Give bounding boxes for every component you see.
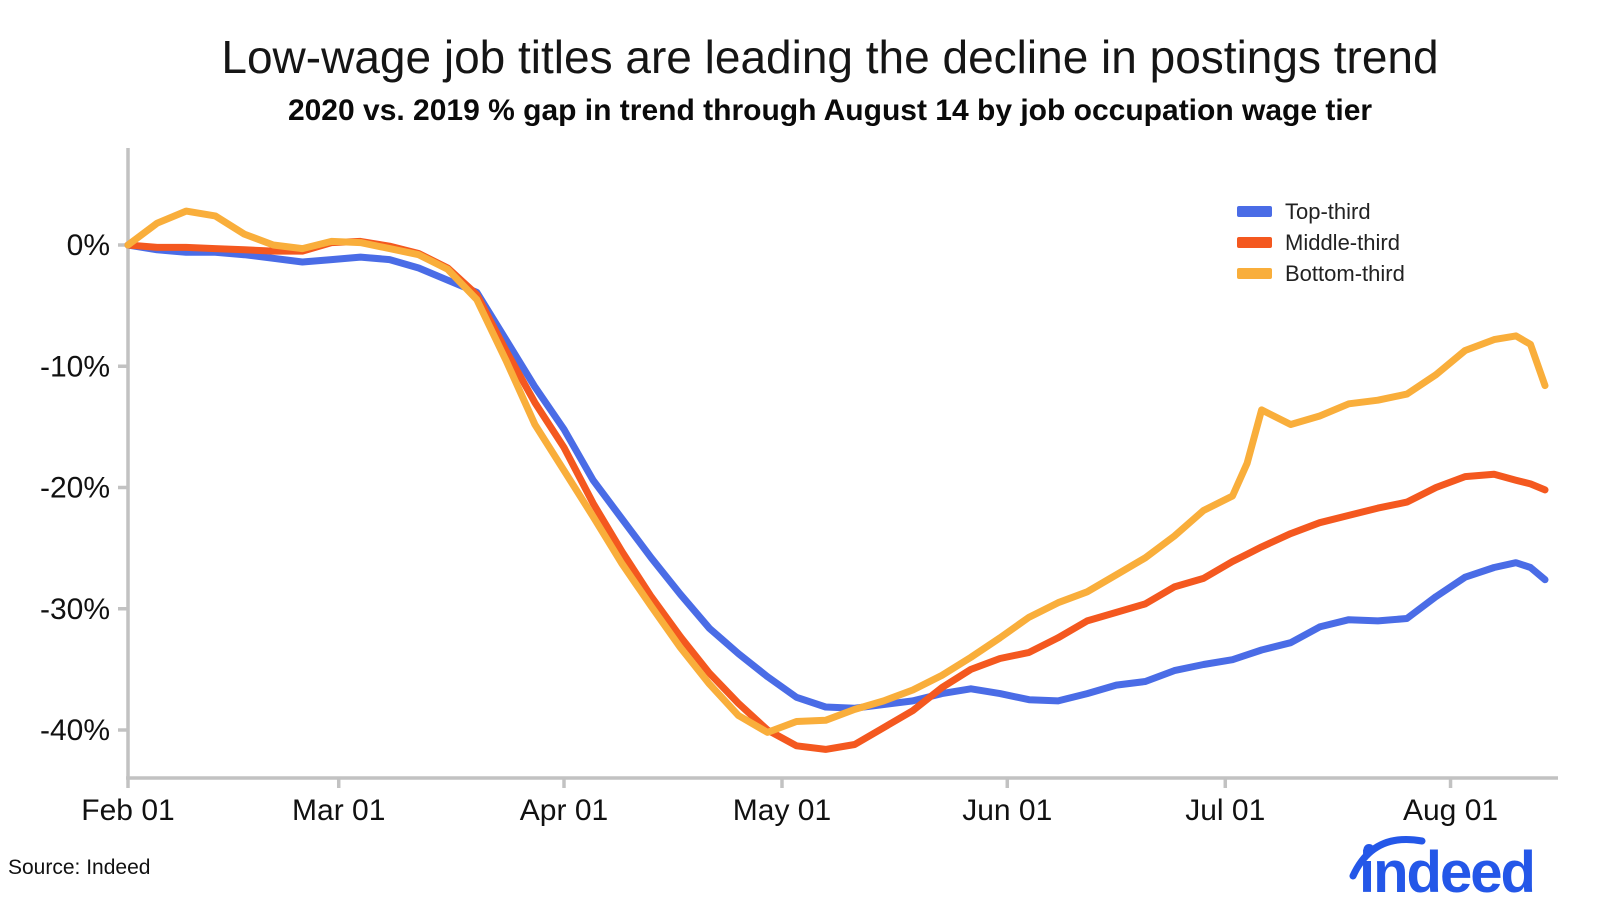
legend-swatch-icon bbox=[1237, 268, 1272, 279]
page-subtitle: 2020 vs. 2019 % gap in trend through Aug… bbox=[287, 94, 1373, 127]
x-tick-label: Apr 01 bbox=[520, 794, 608, 827]
legend-item-bottom-third: Bottom-third bbox=[1237, 258, 1405, 289]
series-line-middle-third bbox=[124, 237, 1549, 753]
page-title: Low-wage job titles are leading the decl… bbox=[221, 31, 1439, 83]
legend-label: Top-third bbox=[1285, 198, 1371, 224]
x-tick-label: May 01 bbox=[733, 794, 831, 827]
x-tick-label: Jul 01 bbox=[1185, 794, 1265, 827]
source-note: Source: Indeed bbox=[8, 856, 151, 879]
series-line-bottom-third bbox=[124, 207, 1549, 736]
logo-swoosh-icon bbox=[1349, 836, 1426, 880]
legend-swatch-icon bbox=[1237, 237, 1272, 248]
series-line-top-third bbox=[124, 241, 1549, 712]
y-tick-label: -20% bbox=[40, 472, 110, 505]
y-tick-label: -10% bbox=[40, 350, 110, 383]
indeed-logo: indeed bbox=[1349, 836, 1536, 904]
x-tick-label: Mar 01 bbox=[292, 794, 385, 827]
y-tick-label: 0% bbox=[67, 229, 110, 262]
x-tick-label: Jun 01 bbox=[962, 794, 1052, 827]
legend-item-top-third: Top-third bbox=[1237, 196, 1405, 227]
chart-legend: Top-third Middle-third Bottom-third bbox=[1237, 196, 1405, 289]
legend-item-middle-third: Middle-third bbox=[1237, 227, 1405, 258]
y-tick-label: -30% bbox=[40, 593, 110, 626]
legend-label: Bottom-third bbox=[1285, 260, 1405, 286]
x-tick-label: Feb 01 bbox=[81, 794, 174, 827]
legend-label: Middle-third bbox=[1285, 229, 1400, 255]
x-tick-label: Aug 01 bbox=[1403, 794, 1498, 827]
logo-i-dot-icon bbox=[1363, 844, 1375, 855]
logo-wordmark: indeed bbox=[1359, 840, 1534, 904]
legend-swatch-icon bbox=[1237, 206, 1272, 217]
y-tick-label: -40% bbox=[40, 714, 110, 747]
